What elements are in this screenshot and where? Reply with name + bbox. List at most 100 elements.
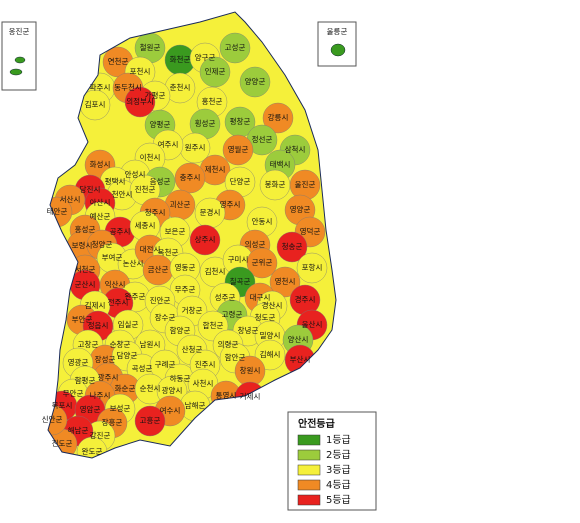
inset-frame: [1, 21, 37, 91]
region-label: 영덕군: [300, 226, 321, 236]
legend-swatch: [297, 479, 321, 491]
region-label: 문경시: [200, 207, 221, 217]
region-label: 이천시: [140, 152, 161, 162]
region-label: 영주시: [220, 199, 241, 209]
region-label: 대전시: [140, 244, 161, 254]
region-label: 완도군: [82, 447, 103, 456]
region-label: 성주군: [215, 293, 236, 302]
region-label: 영동군: [175, 262, 196, 272]
legend-swatch: [297, 434, 321, 446]
region-label: 보령시: [72, 241, 93, 250]
region-label: 서천군: [75, 264, 96, 274]
region-label: 부산시: [290, 354, 311, 364]
region-label: 철원군: [140, 42, 161, 52]
island: [14, 56, 26, 64]
region-label: 아산시: [90, 197, 111, 207]
region: [262, 102, 294, 134]
region-label: 청주시: [145, 208, 166, 217]
legend: 안전등급 1등급 2등급 3등급 4등급 5등급: [287, 411, 377, 511]
region-label: 영천시: [275, 276, 296, 286]
region-label: 충주시: [180, 173, 201, 182]
region-label: 화순군: [115, 384, 136, 393]
region-label: 울산시: [302, 319, 323, 329]
legend-title: 안전등급: [298, 417, 335, 430]
region-label: 보성군: [110, 404, 131, 413]
region-label: 구미시: [228, 255, 249, 264]
region-label: 함평군: [75, 375, 96, 385]
region-label: 완주군: [125, 292, 146, 301]
region-label: 거창군: [182, 306, 203, 315]
region-label: 양산시: [288, 334, 309, 344]
region: [174, 162, 206, 194]
region-label: 음성군: [150, 177, 171, 186]
region-label: 의령군: [218, 339, 239, 349]
region-label: 함안군: [225, 352, 246, 362]
region: [296, 252, 328, 284]
region-label: 가평군: [145, 90, 166, 100]
region-label: 김제시: [85, 300, 106, 310]
region-label: 장성군: [95, 354, 116, 364]
region-label: 영양군: [290, 204, 311, 214]
region-label: 통영시: [216, 390, 237, 400]
region: [269, 266, 301, 298]
region-label: 정선군: [252, 134, 273, 144]
region-label: 김천시: [205, 266, 226, 276]
region-label: 산청군: [182, 344, 203, 354]
legend-frame: [287, 411, 377, 511]
region-label: 양평군: [150, 119, 171, 129]
region-label: 울진군: [295, 179, 316, 189]
region-label: 전주시: [108, 297, 129, 307]
region-label: 여수시: [160, 405, 181, 415]
region-label: 화성시: [90, 160, 111, 169]
region-label: 의정부시: [126, 96, 154, 106]
legend-label: 5등급: [326, 494, 351, 506]
region-label: 정읍시: [88, 320, 109, 330]
region-label: 신안군: [42, 414, 63, 424]
region-label: 고성군: [225, 43, 246, 52]
region-label: 안성시: [125, 169, 146, 179]
region-label: 칠곡군: [230, 277, 251, 286]
region-label: 부안군: [72, 314, 93, 324]
region-label: 나주시: [90, 391, 111, 400]
region-label: 태백시: [270, 159, 291, 169]
region-label: 창녕군: [238, 326, 259, 335]
region-label: 군위군: [252, 258, 273, 267]
region-label: 서산시: [60, 194, 81, 204]
region-label: 화천군: [170, 54, 191, 64]
region-label: 청양군: [92, 240, 113, 249]
inset-right: 울릉군: [317, 21, 357, 67]
region-label: 동두천시: [114, 82, 142, 92]
region-label: 장수군: [155, 312, 176, 322]
region: [246, 247, 278, 279]
region-label: 삼척시: [285, 144, 306, 154]
inset-label: 옹진군: [9, 26, 30, 36]
region-label: 양양군: [245, 77, 266, 86]
region-label: 고령군: [222, 310, 243, 319]
region-label: 고창군: [78, 340, 99, 349]
region-label: 익산시: [105, 279, 126, 289]
region-label: 제천시: [205, 164, 226, 174]
region-label: 창원시: [240, 366, 261, 375]
legend-swatch: [297, 494, 321, 506]
island: [9, 68, 23, 76]
region-label: 횡성군: [195, 118, 216, 128]
region-label: 장흥군: [102, 417, 123, 427]
region-label: 무주군: [175, 285, 196, 294]
region-label: 경주시: [295, 294, 316, 304]
region-label: 대구시: [250, 293, 271, 302]
region-label: 거제시: [240, 392, 261, 401]
region-label: 목포시: [52, 401, 73, 410]
region-label: 광양시: [162, 385, 183, 395]
region-label: 당진시: [80, 184, 101, 194]
region-label: 파주시: [90, 83, 111, 92]
region-label: 안동시: [252, 216, 273, 226]
region-label: 고흥군: [140, 415, 161, 425]
region-label: 단양군: [230, 176, 251, 186]
region-label: 태안군: [47, 206, 68, 216]
region: [189, 224, 221, 256]
legend-label: 1등급: [326, 434, 351, 446]
region-label: 영월군: [228, 144, 249, 154]
